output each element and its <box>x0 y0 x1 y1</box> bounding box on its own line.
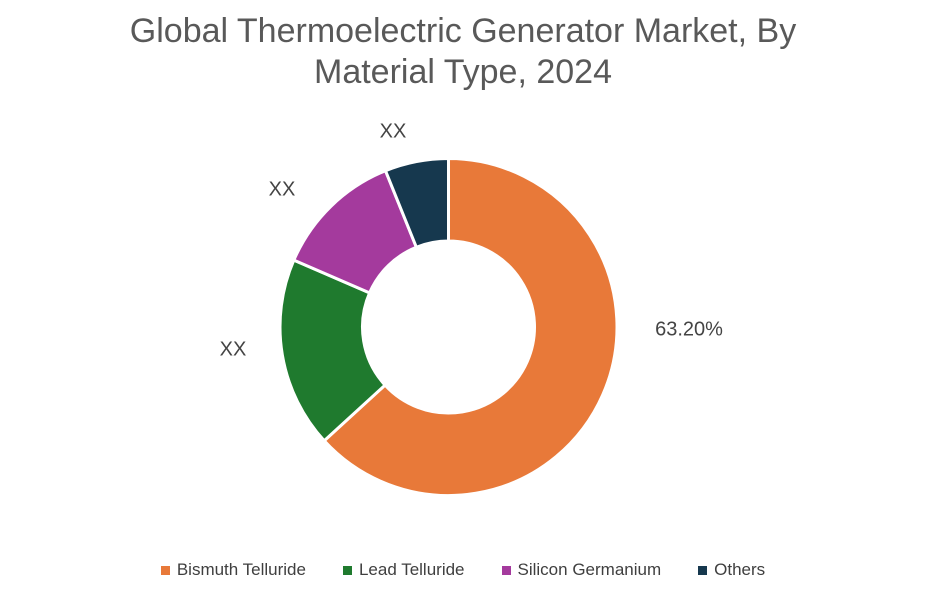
chart-title-text: Global Thermoelectric Generator Market, … <box>129 12 797 91</box>
chart-title: Global Thermoelectric Generator Market, … <box>0 11 926 93</box>
legend-item-bismuth-telluride: Bismuth Telluride <box>160 560 306 580</box>
legend-label-bismuth-telluride: Bismuth Telluride <box>176 560 306 579</box>
slice-others <box>383 157 450 249</box>
legend-label-silicon-germanium: Silicon Germanium <box>517 560 662 579</box>
slice-label-bismuth-telluride: 63.20% <box>655 318 723 341</box>
legend-swatch-silicon-germanium <box>501 565 511 575</box>
legend-label-lead-telluride: Lead Telluride <box>358 560 465 579</box>
legend-item-others: Others <box>698 560 765 580</box>
legend-label-others: Others <box>714 560 766 579</box>
slice-label-others: XX <box>379 120 407 143</box>
slice-lead-telluride <box>278 258 387 443</box>
legend-swatch-lead-telluride <box>342 565 352 575</box>
legend: Bismuth Telluride Lead Telluride Silicon G… <box>0 560 926 580</box>
legend-swatch-others <box>698 565 708 575</box>
legend-item-silicon-germanium: Silicon Germanium <box>501 560 662 580</box>
slice-bismuth-telluride <box>322 157 619 497</box>
legend-item-lead-telluride: Lead Telluride <box>342 560 465 580</box>
legend-swatch-bismuth-telluride <box>160 565 170 575</box>
slice-label-lead-telluride: XX <box>219 338 247 361</box>
slice-label-silicon-germanium: XX <box>268 178 296 201</box>
